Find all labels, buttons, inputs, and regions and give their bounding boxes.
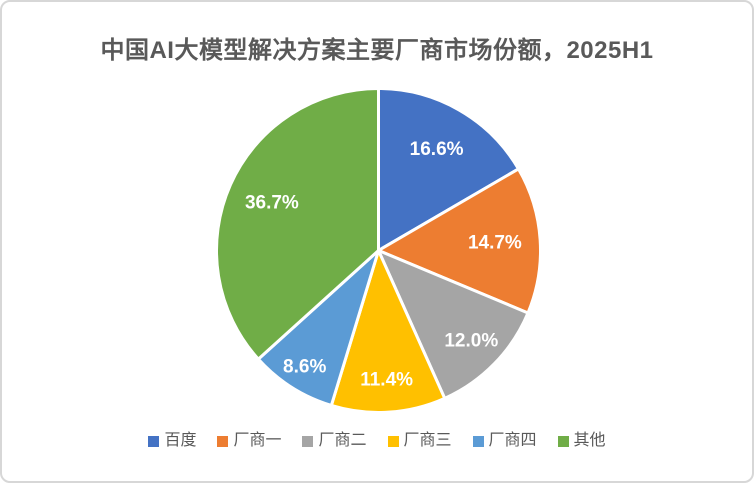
legend-label: 百度 xyxy=(164,432,197,449)
legend-item-2: 厂商一 xyxy=(217,433,281,449)
legend-swatch-icon xyxy=(472,435,484,447)
legend-item-1: 百度 xyxy=(148,433,196,449)
slice-label-2: 14.7% xyxy=(468,232,522,253)
pie-slice-2 xyxy=(377,167,542,315)
legend-item-5: 厂商四 xyxy=(472,432,537,449)
pie-slice-5 xyxy=(256,249,380,407)
legend-label: 其他 xyxy=(573,432,606,449)
legend-item-4: 厂商三 xyxy=(387,432,452,449)
legend-item-3: 厂商二 xyxy=(302,432,367,449)
legend-label: 厂商二 xyxy=(318,432,367,449)
pie-slice-3 xyxy=(377,249,530,400)
legend-swatch-icon xyxy=(217,435,229,447)
legend-item-6: 其他 xyxy=(557,432,606,449)
slice-label-4: 11.4% xyxy=(360,369,413,390)
legend: 百度 厂商一 厂商二 厂商三 厂商四 其他 xyxy=(2,433,752,449)
slice-label-1: 16.6% xyxy=(410,139,464,160)
legend-swatch-icon xyxy=(148,435,160,447)
legend-swatch-icon xyxy=(387,435,399,447)
slice-label-6: 36.7% xyxy=(245,193,299,214)
pie-slice-4 xyxy=(329,249,447,414)
slice-label-3: 12.0% xyxy=(444,330,498,351)
legend-label: 厂商四 xyxy=(488,432,537,449)
chart-title: 中国AI大模型解决方案主要厂商市场份额，2025H1 xyxy=(100,37,654,64)
pie-slice-1 xyxy=(377,87,520,252)
slice-label-5: 8.6% xyxy=(283,356,326,377)
legend-swatch-icon xyxy=(557,435,569,447)
pie-slice-6 xyxy=(215,87,380,361)
legend-swatch-icon xyxy=(302,435,314,447)
legend-label: 厂商三 xyxy=(403,432,452,449)
legend-label: 厂商一 xyxy=(233,432,282,449)
